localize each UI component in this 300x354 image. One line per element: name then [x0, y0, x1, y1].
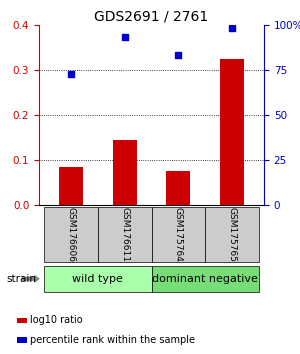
Bar — [44, 207, 98, 262]
Text: wild type: wild type — [73, 274, 123, 284]
Point — [230, 25, 234, 31]
Bar — [220, 59, 244, 205]
Bar — [98, 207, 152, 262]
Bar — [113, 140, 137, 205]
Bar — [152, 266, 259, 292]
Bar — [166, 171, 190, 205]
Point — [69, 71, 74, 76]
Point — [176, 53, 181, 58]
Text: GSM175765: GSM175765 — [227, 207, 236, 262]
Point — [122, 35, 127, 40]
Bar — [44, 266, 152, 292]
Text: log10 ratio: log10 ratio — [30, 315, 82, 325]
Text: GSM176611: GSM176611 — [120, 207, 129, 262]
Text: percentile rank within the sample: percentile rank within the sample — [30, 335, 195, 345]
Bar — [59, 167, 83, 205]
Text: GSM176606: GSM176606 — [67, 207, 76, 262]
Title: GDS2691 / 2761: GDS2691 / 2761 — [94, 10, 208, 24]
Bar — [152, 207, 205, 262]
Text: strain: strain — [6, 274, 36, 284]
Text: GSM175764: GSM175764 — [174, 207, 183, 262]
Bar — [205, 207, 259, 262]
Text: dominant negative: dominant negative — [152, 274, 258, 284]
